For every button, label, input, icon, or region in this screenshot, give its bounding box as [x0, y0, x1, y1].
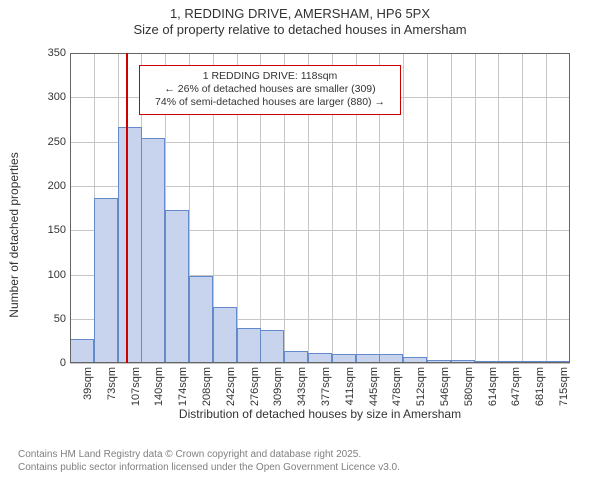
gridline-vertical [403, 53, 404, 363]
y-tick-label: 0 [26, 357, 66, 369]
y-tick-label: 300 [26, 91, 66, 103]
x-tick-label: 681sqm [534, 367, 546, 406]
gridline-vertical [427, 53, 428, 363]
x-tick-label: 276sqm [249, 367, 261, 406]
x-axis-label: Distribution of detached houses by size … [70, 407, 570, 421]
histogram-bar [213, 307, 237, 364]
x-tick-label: 715sqm [558, 367, 570, 406]
histogram-bar [451, 360, 475, 364]
y-tick-label: 150 [26, 224, 66, 236]
annotation-line: ← 26% of detached houses are smaller (30… [146, 83, 394, 96]
x-tick-label: 73sqm [106, 367, 118, 400]
annotation-line: 1 REDDING DRIVE: 118sqm [146, 70, 394, 83]
plot-area: 1 REDDING DRIVE: 118sqm← 26% of detached… [70, 53, 570, 363]
chart-title-main: 1, REDDING DRIVE, AMERSHAM, HP6 5PX [0, 6, 600, 22]
chart-container: Number of detached properties 0 50 100 150 2… [10, 43, 590, 413]
y-axis-label: Number of detached properties [7, 152, 21, 317]
histogram-bar [70, 339, 94, 363]
annotation-callout: 1 REDDING DRIVE: 118sqm← 26% of detached… [139, 65, 401, 114]
x-tick-label: 39sqm [82, 367, 94, 400]
gridline-vertical [70, 53, 71, 363]
x-tick-label: 478sqm [391, 367, 403, 406]
footer-attribution: Contains HM Land Registry data © Crown c… [18, 449, 590, 474]
x-tick-label: 445sqm [368, 367, 380, 406]
x-tick-label: 377sqm [320, 367, 332, 406]
x-tick-label: 174sqm [177, 367, 189, 406]
gridline-horizontal [70, 53, 570, 54]
x-tick-label: 546sqm [439, 367, 451, 406]
footer-line-1: Contains HM Land Registry data © Crown c… [18, 449, 590, 462]
x-tick-label: 512sqm [415, 367, 427, 406]
y-tick-label: 100 [26, 269, 66, 281]
gridline-vertical [522, 53, 523, 363]
histogram-bar [260, 330, 284, 363]
histogram-bar [165, 210, 189, 363]
gridline-horizontal [70, 363, 570, 364]
histogram-bar [332, 354, 356, 363]
histogram-bar [118, 127, 142, 363]
x-tick-label: 208sqm [201, 367, 213, 406]
chart-title-block: 1, REDDING DRIVE, AMERSHAM, HP6 5PX Size… [0, 0, 600, 37]
histogram-bar [546, 361, 570, 363]
histogram-bar [522, 361, 546, 363]
x-tick-label: 411sqm [344, 367, 356, 405]
histogram-bar [427, 360, 451, 364]
y-tick-label: 200 [26, 180, 66, 192]
histogram-bar [189, 276, 213, 363]
y-tick-label: 50 [26, 313, 66, 325]
histogram-bar [308, 353, 332, 364]
footer-line-2: Contains public sector information licen… [18, 462, 590, 475]
x-tick-label: 242sqm [225, 367, 237, 406]
histogram-bar [237, 328, 261, 363]
gridline-vertical [475, 53, 476, 363]
x-tick-label: 107sqm [130, 367, 142, 406]
x-tick-label: 580sqm [463, 367, 475, 406]
gridline-vertical [498, 53, 499, 363]
x-tick-label: 614sqm [487, 367, 499, 406]
histogram-bar [141, 138, 165, 363]
x-tick-label: 647sqm [510, 367, 522, 406]
x-tick-label: 309sqm [272, 367, 284, 406]
histogram-bar [475, 361, 499, 363]
histogram-bar [356, 354, 380, 363]
histogram-bar [284, 351, 308, 363]
annotation-line: 74% of semi-detached houses are larger (… [146, 96, 394, 109]
y-tick-label: 350 [26, 47, 66, 59]
histogram-bar [379, 354, 403, 363]
histogram-bar [498, 361, 522, 364]
x-tick-label: 140sqm [153, 367, 165, 406]
chart-title-sub: Size of property relative to detached ho… [0, 22, 600, 38]
y-tick-label: 250 [26, 136, 66, 148]
histogram-bar [403, 357, 427, 363]
property-marker-line [126, 53, 128, 363]
gridline-vertical [546, 53, 547, 363]
gridline-vertical [451, 53, 452, 363]
x-tick-label: 343sqm [296, 367, 308, 406]
histogram-bar [94, 198, 118, 364]
